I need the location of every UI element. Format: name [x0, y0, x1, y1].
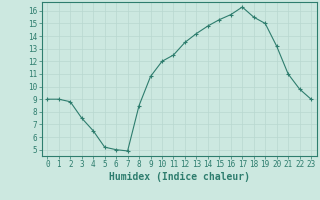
- X-axis label: Humidex (Indice chaleur): Humidex (Indice chaleur): [109, 172, 250, 182]
